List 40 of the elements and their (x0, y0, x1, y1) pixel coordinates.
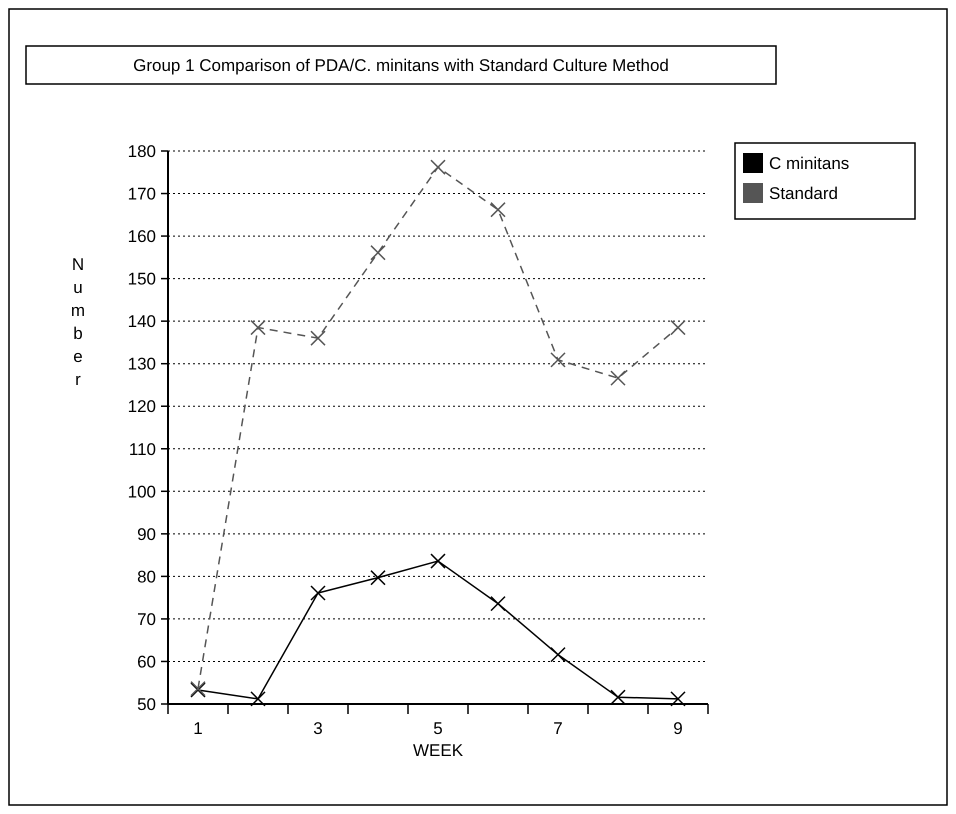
y-axis-title: Number (70, 255, 86, 389)
chart-title: Group 1 Comparison of PDA/C. minitans with Standard Culture Method (133, 56, 669, 75)
x-axis-title: WEEK (412, 741, 464, 760)
y-tick-label: 170 (128, 184, 156, 204)
point (430, 553, 446, 569)
point (310, 330, 326, 346)
y-tick-label: 110 (128, 440, 156, 459)
x-tick-label: 3 (313, 719, 323, 738)
legend-label: Standard (769, 184, 838, 203)
point (550, 646, 566, 662)
y-tick-label: 90 (137, 524, 156, 544)
x-tick-label: 7 (553, 719, 563, 738)
y-tick-label: 160 (128, 227, 156, 246)
point (490, 202, 506, 218)
x-tick-label: 5 (433, 719, 443, 738)
point (310, 585, 326, 601)
y-tick-label: 130 (128, 354, 156, 374)
point (670, 320, 686, 336)
x-tick-label: 9 (673, 719, 683, 738)
y-tick-label: 50 (137, 695, 156, 714)
y-tick-label: 100 (128, 482, 156, 502)
point (610, 370, 626, 386)
point (610, 689, 626, 705)
point (430, 159, 446, 175)
y-tick-label: 180 (128, 142, 156, 161)
y-tick-label: 60 (137, 652, 156, 672)
point (670, 691, 686, 707)
point (490, 596, 506, 612)
point (250, 320, 266, 336)
legend-label: C minitans (769, 154, 850, 173)
y-tick-label: 70 (137, 610, 156, 629)
y-tick-label: 140 (128, 312, 156, 332)
y-tick-label: 120 (128, 397, 156, 416)
y-tick-label: 80 (137, 567, 156, 586)
y-tick-label: 150 (128, 270, 156, 289)
point (370, 244, 386, 260)
point (250, 691, 266, 707)
x-tick-label: 1 (193, 719, 203, 738)
point (550, 352, 566, 368)
point (370, 570, 386, 586)
